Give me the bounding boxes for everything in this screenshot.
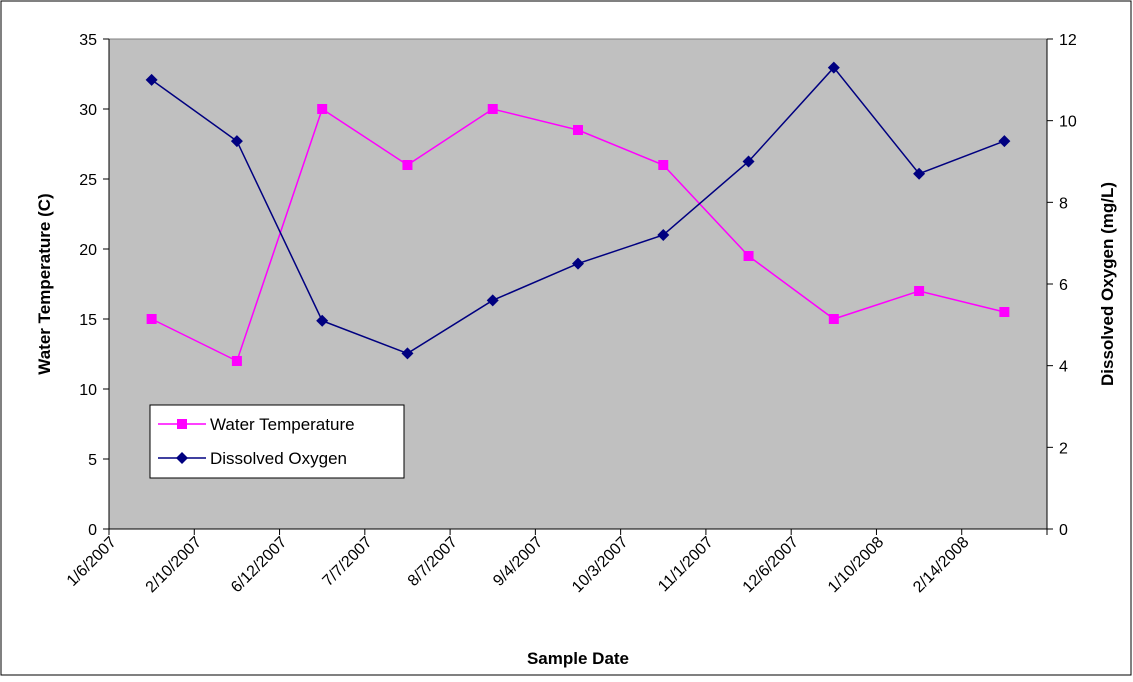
series bbox=[145, 61, 1011, 366]
data-point bbox=[827, 61, 840, 74]
data-point bbox=[572, 257, 584, 270]
data-point bbox=[998, 135, 1011, 148]
data-point bbox=[828, 314, 839, 324]
data-point bbox=[657, 229, 670, 241]
data-point bbox=[914, 286, 925, 296]
series-water-temperature bbox=[146, 104, 1010, 366]
data-point bbox=[401, 347, 414, 360]
data-point bbox=[230, 135, 243, 148]
data-point bbox=[742, 155, 755, 168]
data-point bbox=[486, 294, 499, 307]
y2-tick-label: 8 bbox=[1059, 195, 1068, 212]
data-point bbox=[317, 104, 328, 114]
data-point bbox=[316, 314, 329, 327]
y-tick-label: 30 bbox=[79, 102, 97, 119]
y2-tick-label: 4 bbox=[1059, 359, 1068, 376]
data-point bbox=[999, 307, 1010, 317]
data-point bbox=[658, 160, 669, 170]
y-tick-label: 20 bbox=[79, 242, 97, 259]
legend: Water Temperature Dissolved Oxygen bbox=[149, 404, 405, 479]
y-tick-label: 15 bbox=[79, 312, 97, 329]
legend-label-dissolved-oxygen: Dissolved Oxygen bbox=[210, 449, 347, 468]
data-point bbox=[231, 356, 242, 366]
data-point bbox=[743, 251, 754, 261]
y2-tick-label: 0 bbox=[1059, 522, 1068, 539]
legend-box bbox=[149, 404, 405, 479]
y-tick-label: 0 bbox=[88, 522, 97, 539]
y2-tick-label: 12 bbox=[1059, 32, 1077, 49]
legend-marker-dissolved-oxygen bbox=[176, 452, 188, 464]
data-point bbox=[402, 160, 413, 170]
y-tick-label: 35 bbox=[79, 32, 97, 49]
series-dissolved-oxygen bbox=[145, 61, 1011, 360]
x-axis-title: Sample Date bbox=[527, 649, 629, 668]
data-point bbox=[573, 125, 583, 135]
y-tick-label: 10 bbox=[79, 382, 97, 399]
y-tick-label: 5 bbox=[88, 452, 97, 469]
data-point bbox=[146, 314, 157, 324]
y-axis-title: Water Temperature (C) bbox=[35, 193, 54, 374]
data-point bbox=[145, 73, 158, 86]
y2-tick-label: 6 bbox=[1059, 277, 1068, 294]
legend-marker-water-temperature bbox=[177, 419, 187, 429]
y2-tick-label: 10 bbox=[1059, 114, 1077, 131]
data-point bbox=[913, 167, 926, 180]
data-point bbox=[487, 104, 498, 114]
y2-axis-title: Dissolved Oxygen (mg/L) bbox=[1098, 182, 1117, 386]
y2-tick-label: 2 bbox=[1059, 440, 1068, 457]
y-tick-label: 25 bbox=[79, 172, 97, 189]
legend-label-water-temperature: Water Temperature bbox=[210, 415, 355, 434]
